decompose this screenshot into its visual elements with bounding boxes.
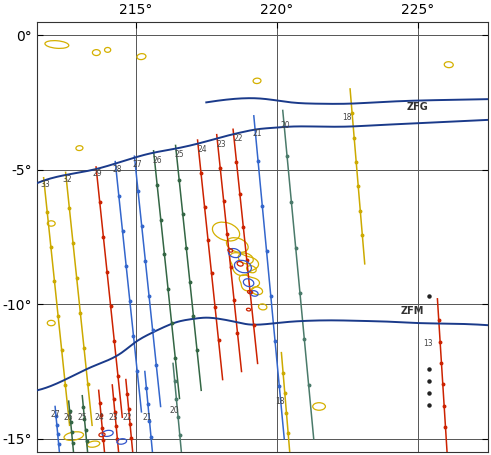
Text: 33: 33	[41, 180, 51, 189]
Text: 23: 23	[217, 140, 227, 149]
Text: ZFM: ZFM	[401, 306, 424, 316]
Text: 26: 26	[152, 156, 162, 165]
Text: 13: 13	[423, 339, 433, 348]
Text: 20: 20	[169, 406, 179, 415]
Text: ZFG: ZFG	[407, 102, 428, 112]
Text: 22: 22	[123, 413, 132, 422]
Text: 25: 25	[78, 413, 87, 422]
Text: 25: 25	[175, 150, 184, 159]
Text: 22: 22	[234, 134, 244, 143]
Text: 27: 27	[51, 410, 60, 419]
Text: 28: 28	[113, 165, 122, 174]
Text: 18: 18	[275, 397, 284, 405]
Text: 21: 21	[142, 413, 152, 422]
Text: 23: 23	[109, 413, 118, 422]
Text: 24: 24	[197, 145, 207, 154]
Text: 20: 20	[280, 121, 290, 130]
Text: 21: 21	[252, 129, 262, 138]
Text: 29: 29	[93, 169, 103, 178]
Text: 18: 18	[343, 113, 352, 121]
Text: 32: 32	[62, 175, 72, 183]
Text: 24: 24	[94, 413, 104, 422]
Text: 26: 26	[63, 413, 73, 422]
Text: 27: 27	[133, 160, 142, 169]
